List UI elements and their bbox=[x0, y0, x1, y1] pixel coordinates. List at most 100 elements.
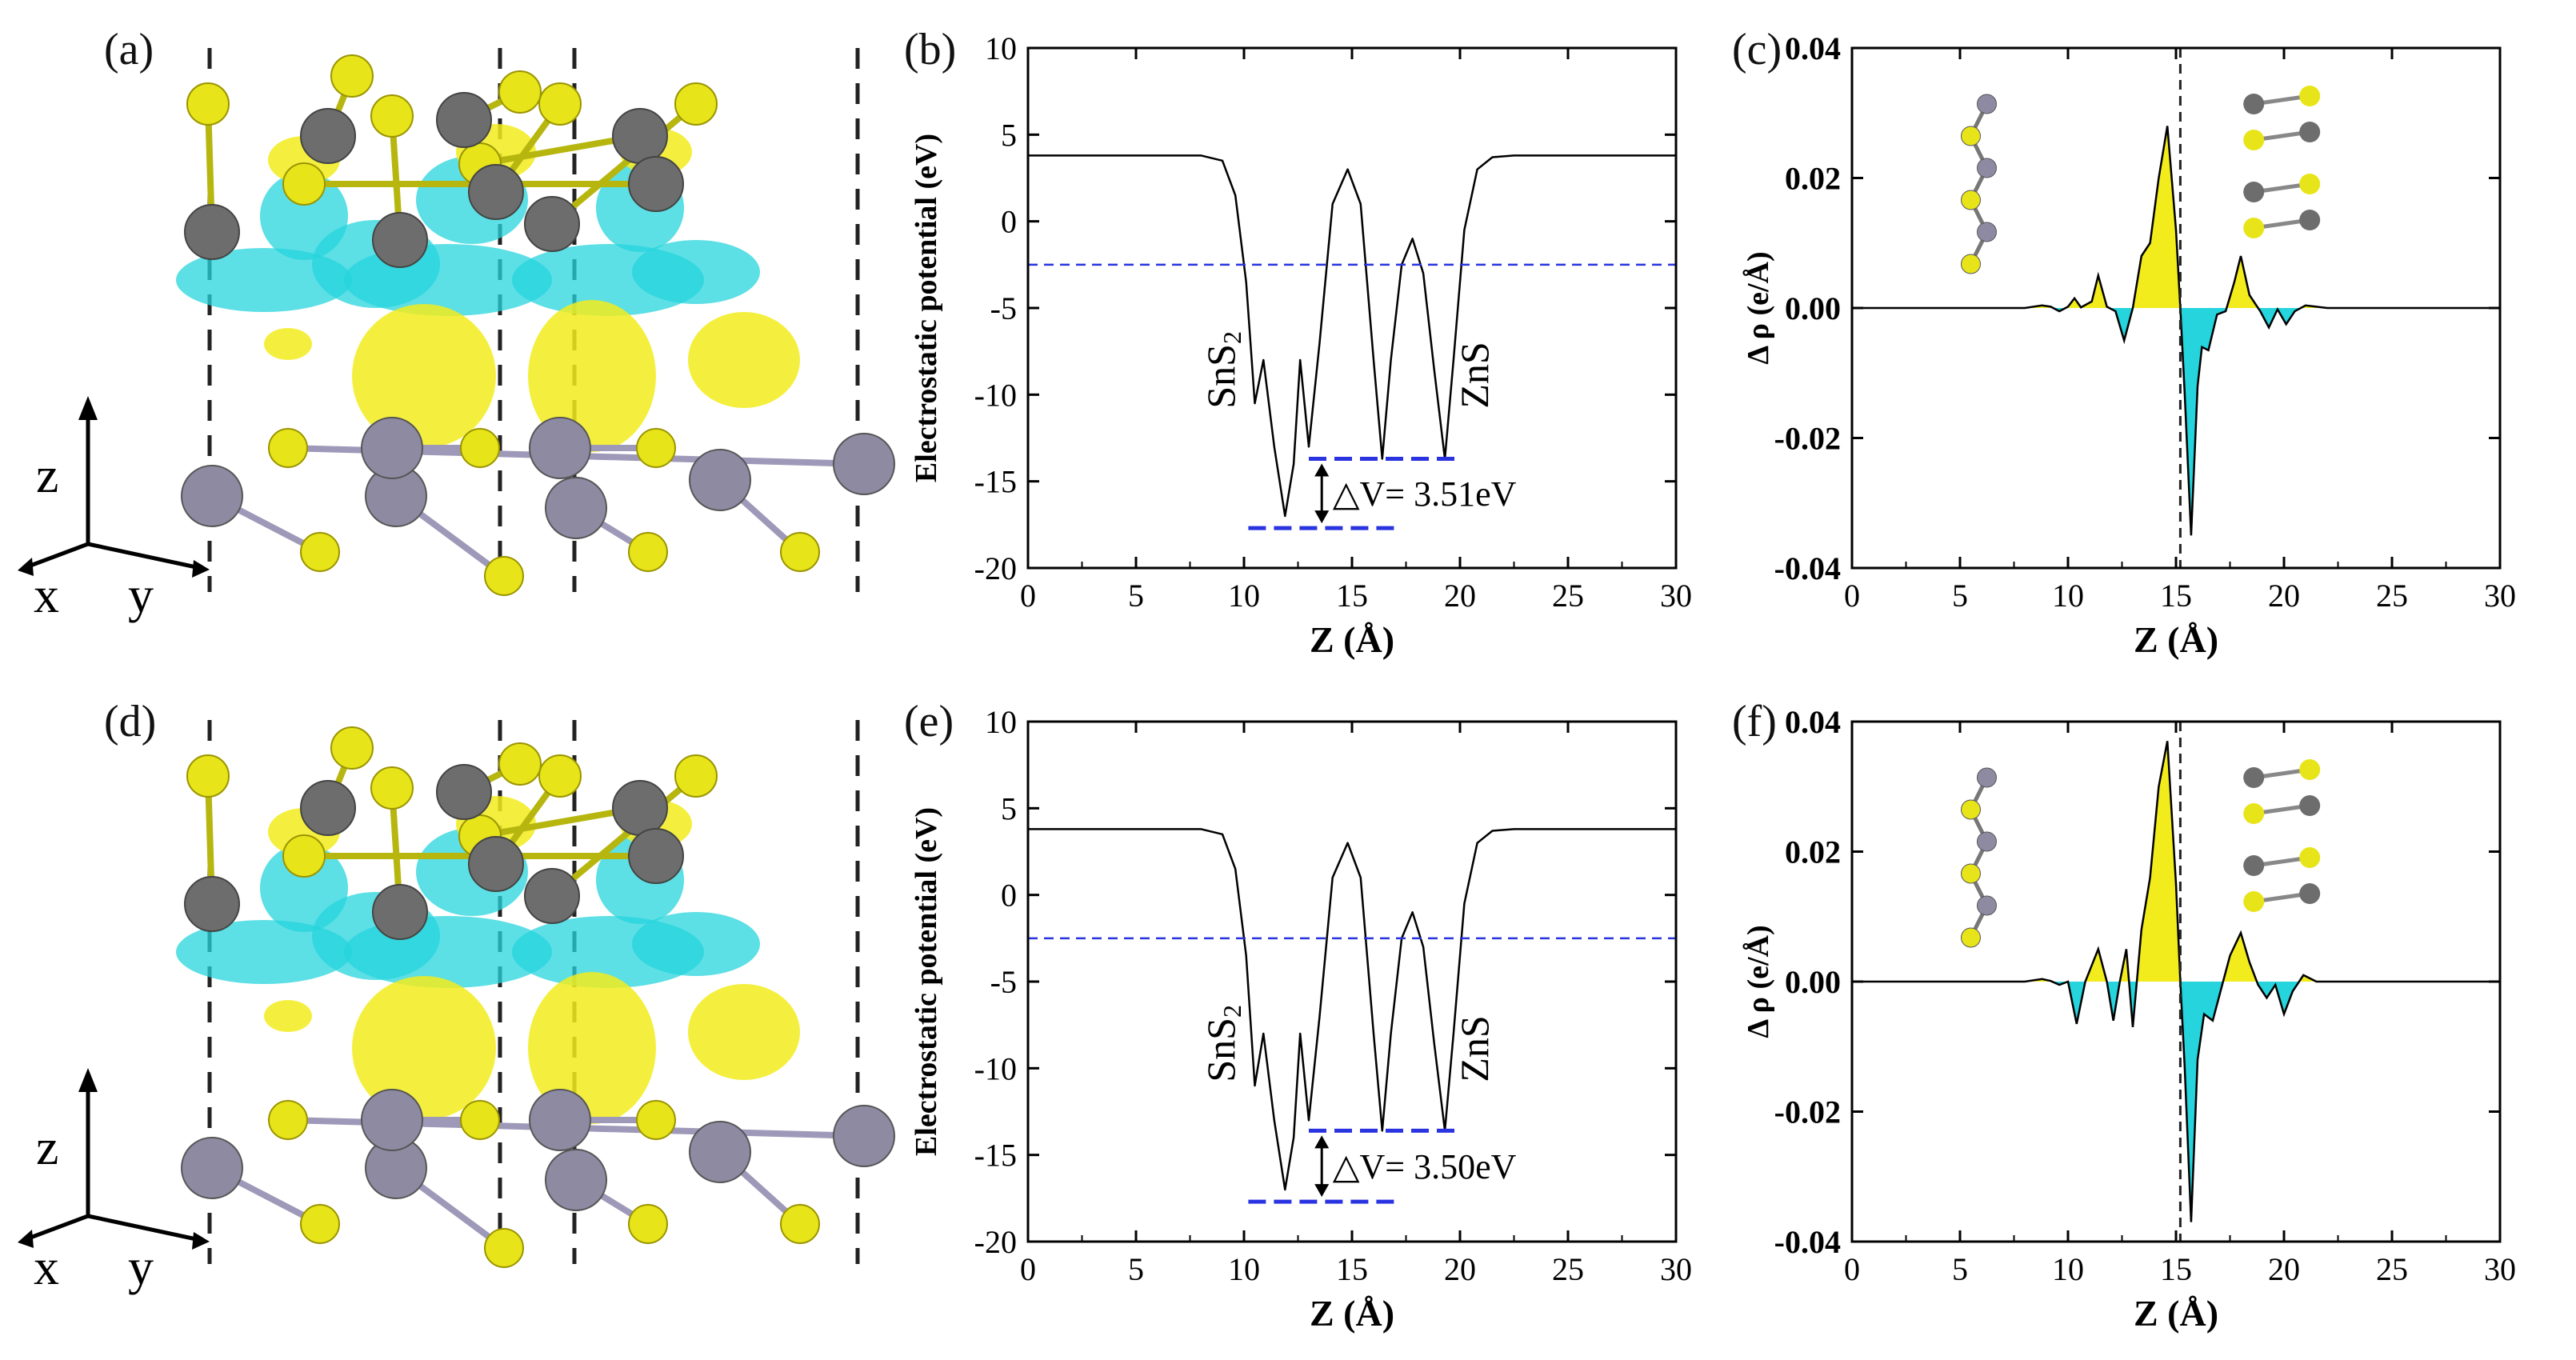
x-tick-label: 20 bbox=[1444, 1251, 1476, 1287]
tin-atom bbox=[361, 1089, 423, 1151]
tin-atom bbox=[529, 417, 591, 479]
zinc-atom bbox=[612, 780, 668, 836]
x-tick-label: 30 bbox=[1660, 578, 1692, 614]
y-tick-label: 0.04 bbox=[1785, 30, 1841, 66]
x-tick-label: 25 bbox=[2376, 578, 2408, 614]
x-axis-arrowhead bbox=[18, 558, 34, 576]
zinc-atom bbox=[2243, 94, 2265, 114]
charge-accumulation-isosurface bbox=[264, 1000, 312, 1032]
y-tick-label: 0 bbox=[1001, 204, 1017, 240]
x-tick-label: 5 bbox=[1952, 1251, 1968, 1287]
tin-atom bbox=[1977, 94, 1997, 114]
zinc-atom bbox=[184, 204, 240, 260]
y-axis-label: Δ ρ (e/Å) bbox=[1742, 925, 1775, 1038]
delta-v-arrowhead-up bbox=[1314, 463, 1330, 477]
sulfur-atom bbox=[628, 532, 668, 572]
y-tick-label: -0.02 bbox=[1774, 1094, 1841, 1130]
zinc-atom bbox=[468, 836, 524, 892]
y-axis-line bbox=[87, 542, 201, 570]
tin-atom bbox=[689, 449, 751, 511]
sulfur-atom bbox=[460, 428, 500, 468]
x-tick-label: 30 bbox=[2484, 578, 2516, 614]
zinc-atom bbox=[2299, 210, 2321, 230]
panel-label-d: (d) bbox=[104, 697, 157, 746]
charge-depletion-isosurface bbox=[176, 248, 352, 312]
x-tick-label: 0 bbox=[1020, 1251, 1036, 1287]
tin-atom bbox=[545, 477, 607, 539]
panel-label-e: (e) bbox=[904, 697, 954, 746]
right-layer-inset bbox=[2243, 86, 2321, 238]
zinc-atom bbox=[628, 156, 684, 212]
sulfur-atom bbox=[2299, 847, 2321, 868]
y-axis-arrowhead bbox=[192, 560, 210, 578]
sulfur-atom bbox=[282, 834, 326, 878]
x-tick-label: 20 bbox=[2268, 1251, 2300, 1287]
y-tick-label: -15 bbox=[974, 464, 1017, 500]
zns-label: ZnS bbox=[1452, 342, 1497, 408]
zinc-atom bbox=[184, 876, 240, 932]
x-tick-label: 20 bbox=[2268, 578, 2300, 614]
y-tick-label: -20 bbox=[974, 1224, 1017, 1260]
structure-d: z x y bbox=[18, 720, 895, 1295]
y-tick-label: 10 bbox=[985, 30, 1017, 66]
y-tick-label: -0.04 bbox=[1774, 550, 1841, 586]
sulfur-atom bbox=[674, 82, 718, 126]
y-tick-label: 0.04 bbox=[1785, 704, 1841, 740]
zinc-atom bbox=[468, 164, 524, 220]
x-axis-label: Z (Å) bbox=[2134, 619, 2218, 660]
charge-depletion-isosurface bbox=[260, 844, 348, 932]
chart-c-charge-density: 0 5 10 15 20 25 30 -0.04 -0.02 0.00 0.02 0.04 Z (Å) Δ… bbox=[1742, 30, 2516, 660]
x-axis-label: Z (Å) bbox=[1310, 1293, 1394, 1334]
x-tick-label: 30 bbox=[1660, 1251, 1692, 1287]
tin-atom bbox=[689, 1121, 751, 1183]
y-tick-label: -0.02 bbox=[1774, 421, 1841, 457]
zinc-atom bbox=[372, 884, 428, 940]
sulfur-atom bbox=[498, 742, 542, 786]
charge-accumulation-isosurface bbox=[528, 972, 656, 1124]
zns-label: ZnS bbox=[1452, 1015, 1497, 1082]
sulfur-atom bbox=[1961, 863, 1981, 884]
sns2-label: SnS2 bbox=[1198, 1005, 1246, 1082]
sulfur-atom bbox=[2243, 218, 2265, 238]
x-tick-label: 10 bbox=[1228, 578, 1260, 614]
x-tick-label: 5 bbox=[1128, 1251, 1144, 1287]
zns-bond bbox=[550, 773, 698, 899]
tin-atom bbox=[1977, 767, 1997, 788]
charge-density-curve bbox=[1852, 741, 2500, 1222]
x-axis-label: Z (Å) bbox=[1310, 619, 1394, 660]
sulfur-atom bbox=[2243, 803, 2265, 824]
z-axis-label: z bbox=[36, 446, 58, 503]
charge-depletion-isosurface bbox=[260, 172, 348, 260]
charge-depletion-isosurface bbox=[632, 912, 760, 976]
zinc-atom bbox=[628, 828, 684, 884]
x-tick-label: 5 bbox=[1128, 578, 1144, 614]
y-axis-label: Electrostatic potential (eV) bbox=[912, 134, 943, 482]
x-tick-label: 25 bbox=[2376, 1251, 2408, 1287]
sulfur-atom bbox=[282, 162, 326, 206]
x-axis-arrowhead bbox=[18, 1230, 34, 1248]
charge-depletion-isosurface bbox=[632, 240, 760, 304]
y-tick-label: 0 bbox=[1001, 878, 1017, 914]
zinc-atom bbox=[2243, 855, 2265, 876]
panel-label-a: (a) bbox=[104, 25, 154, 74]
x-axis-line bbox=[23, 542, 89, 570]
panel-label-f: (f) bbox=[1732, 697, 1777, 746]
sns2-label: SnS2 bbox=[1198, 331, 1246, 409]
x-tick-label: 25 bbox=[1552, 578, 1584, 614]
zinc-atom bbox=[2243, 182, 2265, 202]
delta-v-label: △V= 3.50eV bbox=[1333, 1147, 1517, 1186]
sulfur-atom bbox=[300, 532, 340, 572]
sulfur-atom bbox=[1961, 254, 1981, 274]
sulfur-atom bbox=[636, 1100, 676, 1140]
delta-v-arrowhead-up bbox=[1314, 1135, 1330, 1149]
x-tick-label: 20 bbox=[1444, 578, 1476, 614]
y-tick-label: 5 bbox=[1001, 790, 1017, 826]
tin-atom bbox=[361, 417, 423, 479]
sulfur-atom bbox=[1961, 927, 1981, 948]
sns2-subscript: 2 bbox=[1218, 331, 1246, 344]
sulfur-atom bbox=[370, 766, 414, 810]
zinc-atom bbox=[2299, 795, 2321, 816]
x-tick-label: 30 bbox=[2484, 1251, 2516, 1287]
charge-accumulation-isosurface bbox=[528, 300, 656, 452]
